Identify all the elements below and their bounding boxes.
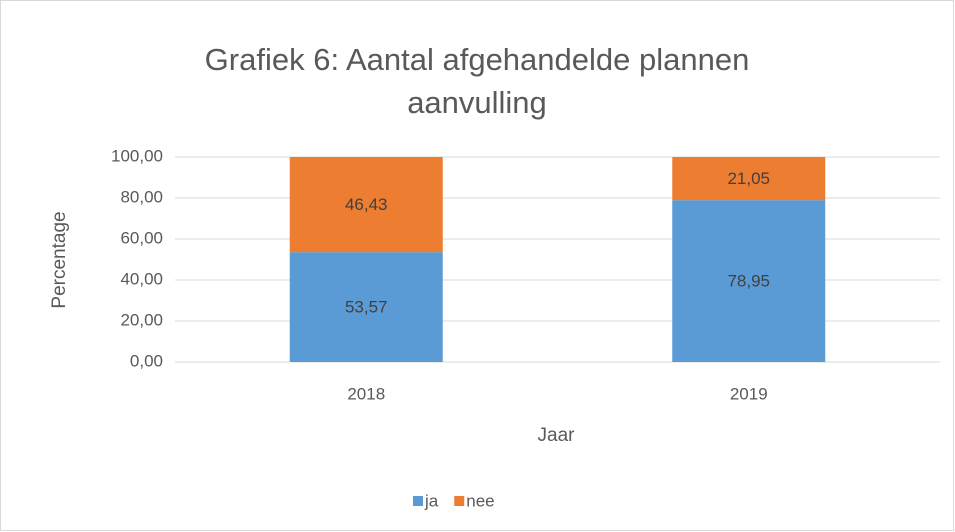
bar-segment (289, 252, 443, 362)
y-tick-label: 80,00 (120, 187, 163, 206)
y-tick-label: 20,00 (120, 310, 163, 329)
y-tick-label: 40,00 (120, 269, 163, 288)
y-tick-label: 60,00 (120, 228, 163, 247)
legend-swatch (454, 496, 465, 506)
data-label: 78,95 (727, 272, 770, 291)
legend-label: ja (424, 491, 439, 510)
chart-title: aanvulling (407, 85, 547, 120)
data-label: 53,57 (345, 298, 388, 317)
bar-segment (672, 200, 826, 362)
data-label: 21,05 (727, 169, 770, 188)
legend-label: nee (466, 491, 494, 510)
x-axis-title: Jaar (538, 425, 576, 446)
y-axis-title: Percentage (49, 211, 70, 308)
data-label: 46,43 (345, 195, 388, 214)
x-tick-label: 2018 (347, 384, 385, 403)
legend-swatch (413, 496, 423, 506)
bar-segment (289, 157, 443, 253)
y-tick-label: 0,00 (130, 351, 163, 370)
x-tick-label: 2019 (730, 384, 768, 403)
bar-segment (672, 157, 826, 201)
chart-title: Grafiek 6: Aantal afgehandelde plannen (205, 42, 750, 77)
y-tick-label: 100,00 (111, 146, 163, 165)
